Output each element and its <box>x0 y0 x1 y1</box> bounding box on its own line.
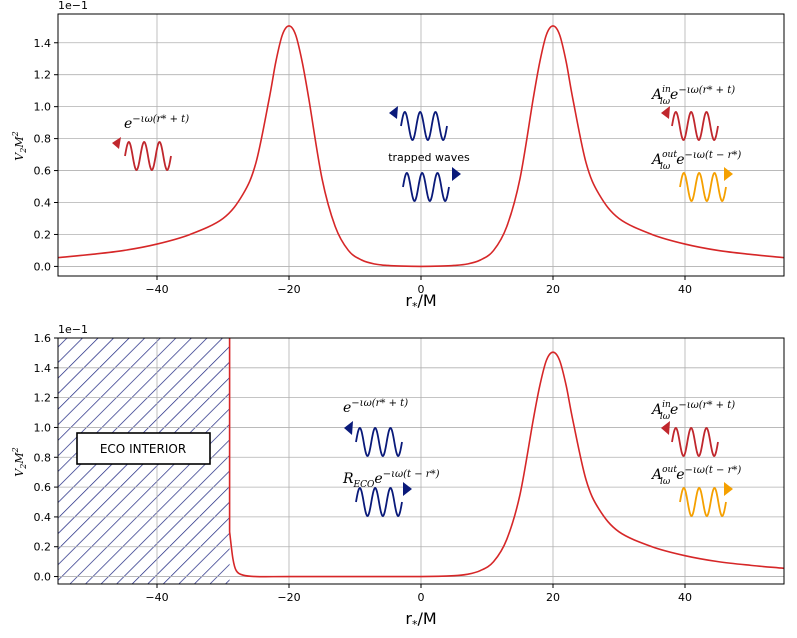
bottom-x-tick-label: 0 <box>418 591 425 604</box>
top-trapped-wave-left <box>389 106 448 141</box>
eco-interior-label: ECO INTERIOR <box>100 442 186 456</box>
top-right-in-label: Ain lωe−ιω(r* + t) <box>650 85 735 107</box>
bottom-ticks: −40 −20 0 20 40 0.0 0.2 0.4 0.6 0.8 1.0 1.2 1.4 1.6 <box>34 332 693 604</box>
top-y-tick-label: 0.4 <box>34 197 52 210</box>
top-left-outgoing-wave <box>112 137 172 171</box>
top-ticks: −40 −20 0 20 40 0.0 0.2 0.4 0.6 0.8 1.0 1.2 1.4 <box>34 37 693 296</box>
bottom-y-tick-label: 0.8 <box>34 451 52 464</box>
wave-line <box>679 172 727 202</box>
bottom-x-tick-label: 20 <box>546 591 560 604</box>
wave-line <box>355 427 403 457</box>
right-arrow-icon <box>452 167 461 181</box>
top-y-tick-label: 1.4 <box>34 37 52 50</box>
bottom-mid-in-label: e−ιω(r* + t) <box>343 398 408 416</box>
right-arrow-icon <box>724 167 733 181</box>
top-y-axis-label: V2M2 <box>11 131 28 160</box>
bottom-x-tick-label: −20 <box>277 591 300 604</box>
bottom-x-axis-label: r*/M <box>405 609 436 631</box>
top-x-tick-label: 40 <box>678 283 692 296</box>
bottom-y-tick-label: 0.6 <box>34 481 52 494</box>
left-arrow-icon <box>112 137 121 149</box>
top-x-tick-label: −40 <box>145 283 168 296</box>
bottom-y-tick-label: 0.4 <box>34 511 52 524</box>
wave-line <box>124 141 172 171</box>
top-x-tick-label: 0 <box>418 283 425 296</box>
bottom-y-tick-label: 1.0 <box>34 421 52 434</box>
wave-line <box>400 111 448 141</box>
top-left-wave-label: e−ιω(r* + t) <box>124 114 189 132</box>
top-y-tick-label: 0.6 <box>34 165 52 178</box>
top-right-outgoing-wave <box>679 167 733 202</box>
bottom-y-tick-label: 1.2 <box>34 392 52 405</box>
top-y-tick-label: 0.0 <box>34 260 52 273</box>
top-x-tick-label: 20 <box>546 283 560 296</box>
top-right-out-label: Aout lω e−ιω(t − r*) <box>650 150 741 172</box>
bottom-mid-outgoing-wave <box>355 482 412 517</box>
bottom-y-tick-label: 0.0 <box>34 571 52 584</box>
wave-line <box>679 487 727 517</box>
bottom-y-tick-label: 1.6 <box>34 332 52 345</box>
top-x-tick-label: −20 <box>277 283 300 296</box>
bottom-right-out-label: Aout lω e−ιω(t − r*) <box>650 465 741 487</box>
wave-line <box>402 172 450 202</box>
wave-line <box>355 487 403 517</box>
left-arrow-icon <box>661 106 670 119</box>
top-trapped-waves-text: trapped waves <box>388 151 470 164</box>
bottom-x-tick-label: 40 <box>678 591 692 604</box>
top-x-axis-label: r*/M <box>405 291 436 313</box>
left-arrow-icon <box>661 421 670 435</box>
top-y-tick-label: 1.2 <box>34 69 52 82</box>
right-arrow-icon <box>403 482 412 496</box>
wave-line <box>671 111 719 141</box>
wave-line <box>671 427 719 457</box>
bottom-panel: −40 −20 0 20 40 0.0 0.2 0.4 0.6 0.8 1.0 1.2 1.4 1.6 1… <box>11 323 785 631</box>
bottom-right-outgoing-wave <box>679 482 733 517</box>
top-y-tick-label: 0.8 <box>34 133 52 146</box>
bottom-potential-curve <box>228 338 784 578</box>
bottom-mid-out-label: RECOe−ιω(t − r*) <box>342 469 440 490</box>
bottom-y-tick-label: 1.4 <box>34 362 52 375</box>
bottom-y-axis-label: V2M2 <box>11 447 28 476</box>
top-potential-curve <box>58 25 784 268</box>
top-panel: −40 −20 0 20 40 0.0 0.2 0.4 0.6 0.8 1.0 1.2 1.4 1e−1… <box>11 0 785 313</box>
bottom-x-tick-label: −40 <box>145 591 168 604</box>
right-arrow-icon <box>724 482 733 496</box>
left-arrow-icon <box>389 106 398 119</box>
left-arrow-icon <box>344 421 353 435</box>
bottom-mid-ingoing-wave <box>344 421 403 457</box>
top-trapped-wave-right <box>402 167 461 202</box>
top-y-tick-label: 1.0 <box>34 101 52 114</box>
top-right-ingoing-wave <box>661 106 719 141</box>
bottom-offset-label: 1e−1 <box>58 323 88 336</box>
bottom-y-tick-label: 0.2 <box>34 541 52 554</box>
top-offset-label: 1e−1 <box>58 0 88 12</box>
top-grid <box>58 14 784 276</box>
bottom-right-in-label: Ain lωe−ιω(r* + t) <box>650 400 735 422</box>
eco-interior-box: ECO INTERIOR <box>76 432 211 465</box>
top-y-tick-label: 0.2 <box>34 228 52 241</box>
bottom-right-ingoing-wave <box>661 421 719 457</box>
